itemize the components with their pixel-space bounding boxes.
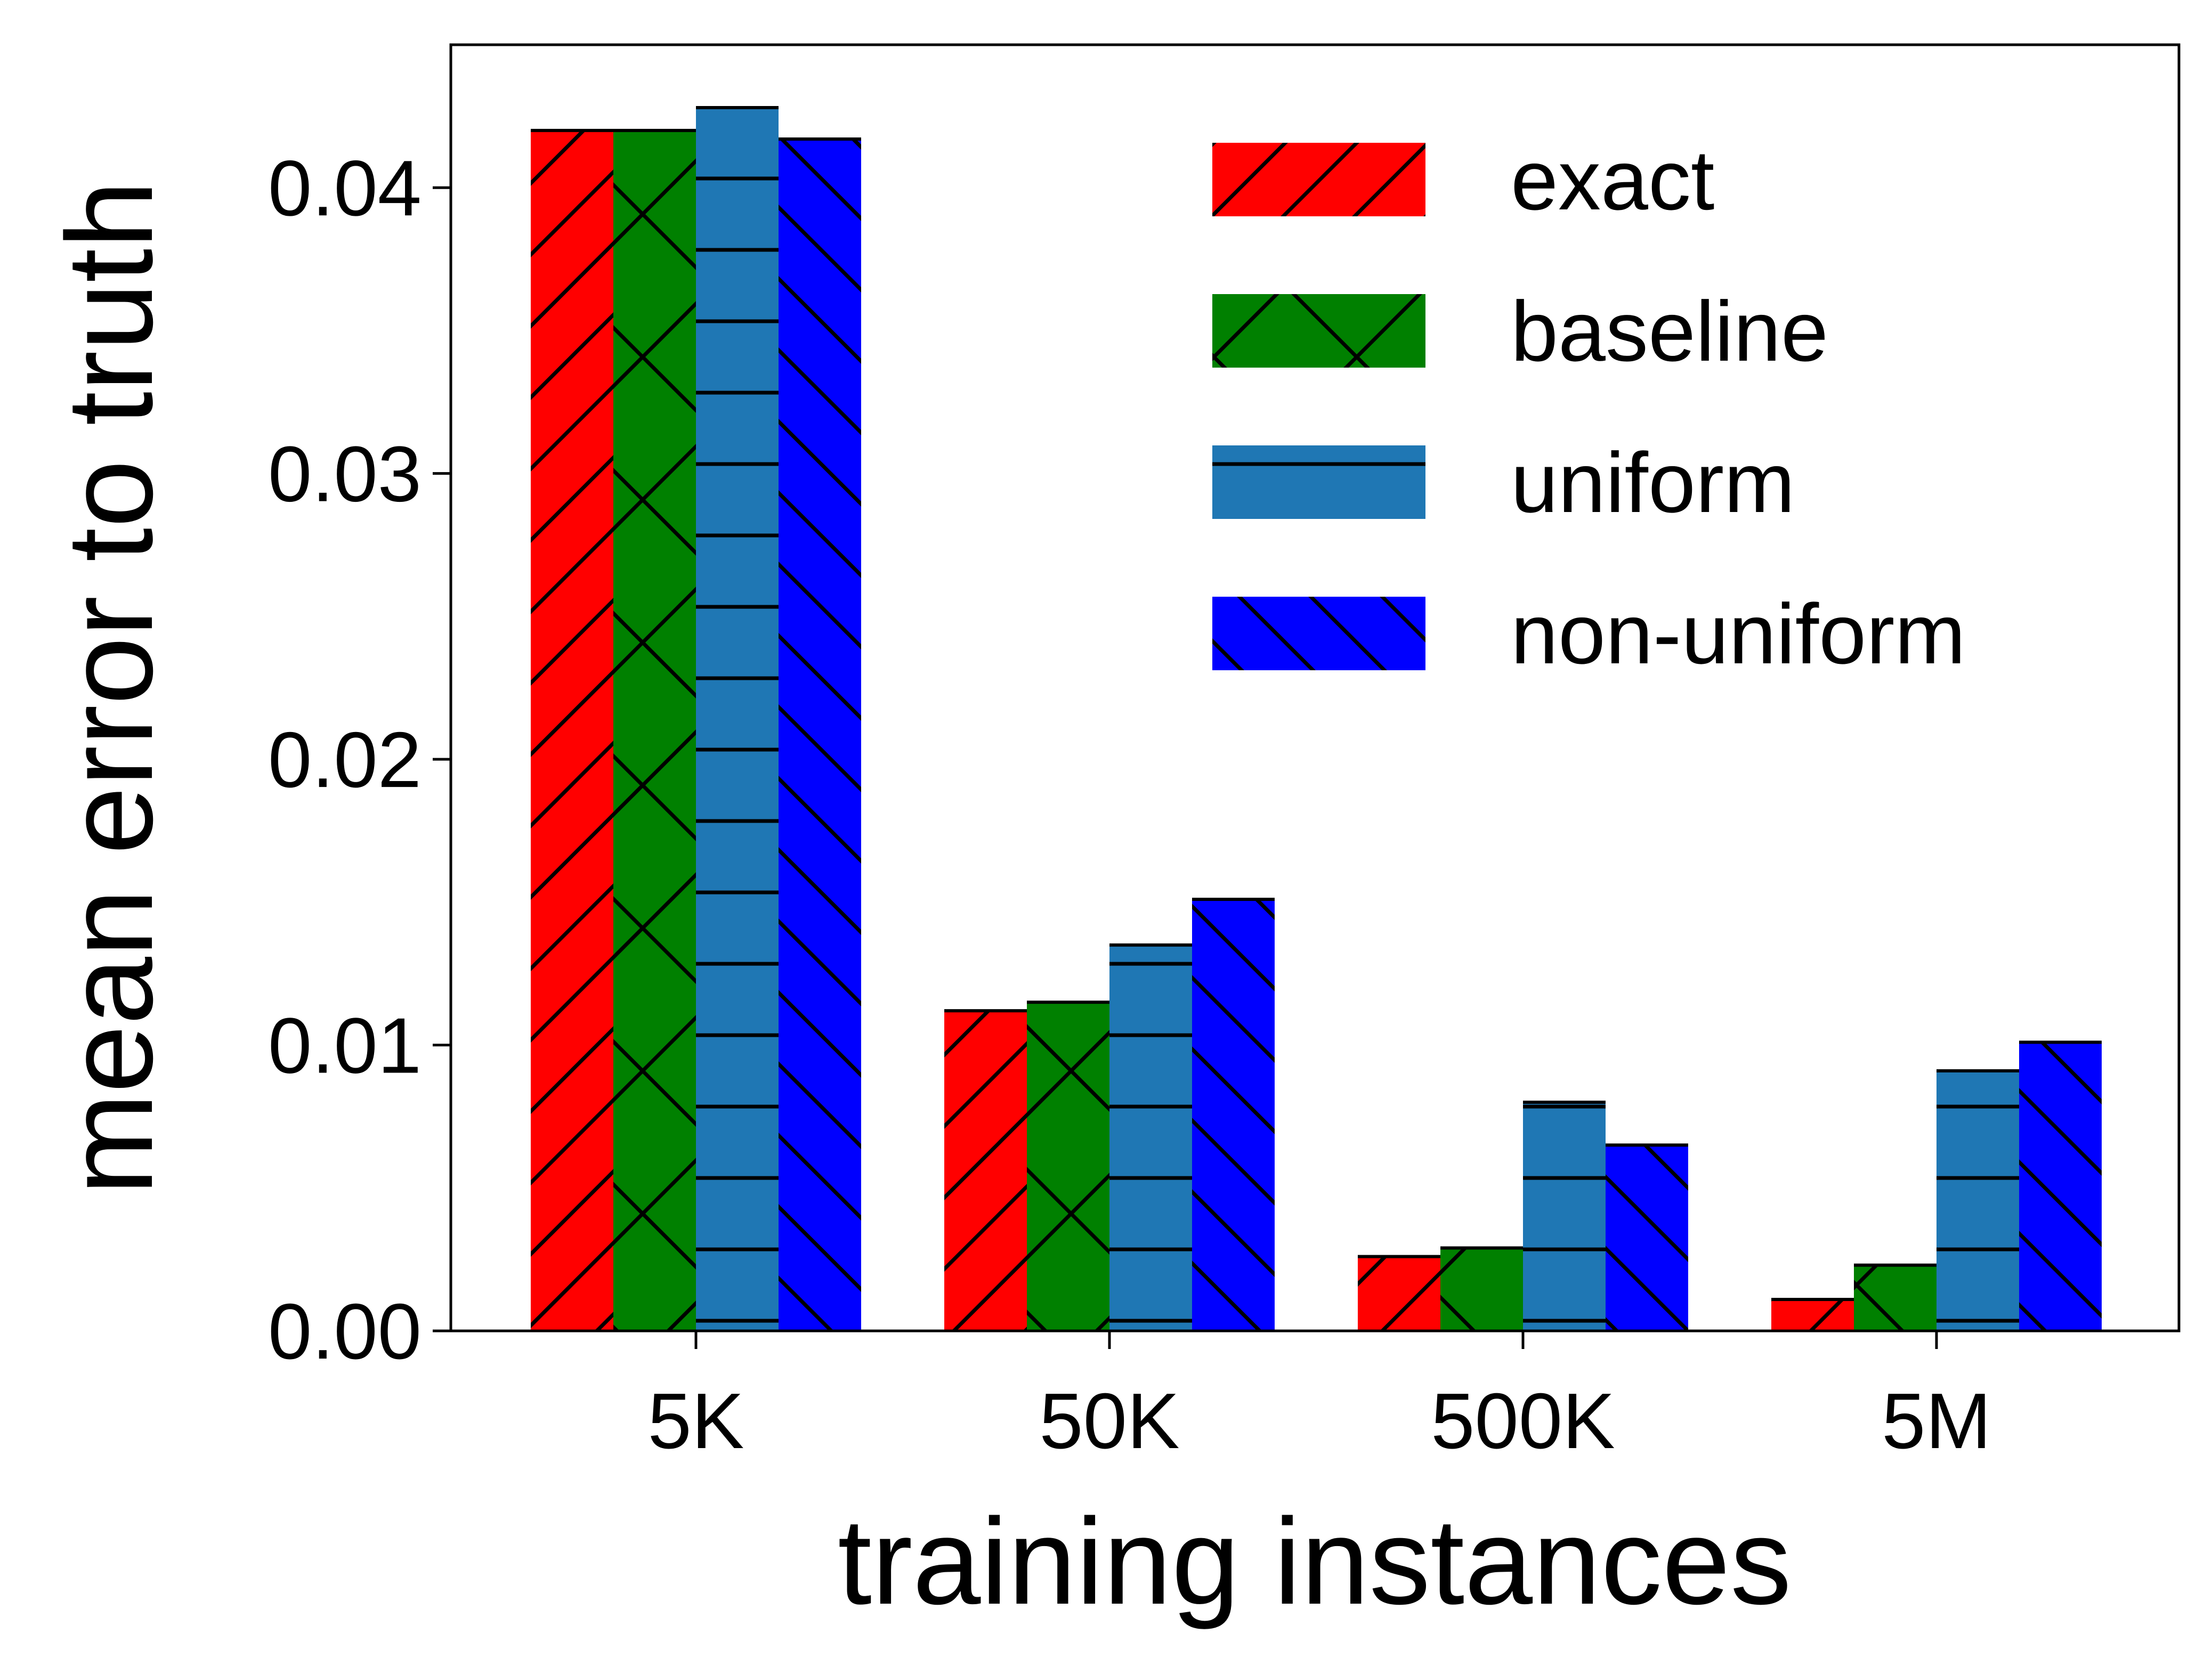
x-tick-label: 500K bbox=[1431, 1377, 1615, 1465]
bar-hatch-uniform-5M bbox=[1936, 1070, 2019, 1331]
bar-hatch-baseline-5M bbox=[1854, 1265, 1936, 1331]
bar-hatch-non-uniform-500K bbox=[1606, 1145, 1688, 1331]
legend-label-uniform: uniform bbox=[1511, 435, 1795, 530]
legend-swatch-hatch-baseline bbox=[1212, 294, 1425, 368]
bar-hatch-baseline-500K bbox=[1440, 1248, 1523, 1331]
bar-hatch-non-uniform-50K bbox=[1192, 899, 1275, 1331]
x-tick-label: 5K bbox=[647, 1377, 744, 1465]
bars-group bbox=[531, 106, 2102, 1331]
bar-hatch-uniform-500K bbox=[1523, 1102, 1606, 1331]
y-tick-label: 0.00 bbox=[268, 1288, 422, 1376]
legend-label-baseline: baseline bbox=[1511, 283, 1828, 379]
y-axis-title: mean error to truth bbox=[41, 181, 178, 1196]
bar-hatch-exact-5K bbox=[531, 130, 613, 1331]
legend-swatch-hatch-non-uniform bbox=[1212, 597, 1425, 670]
bar-hatch-non-uniform-5M bbox=[2019, 1042, 2102, 1331]
y-tick-label: 0.02 bbox=[268, 716, 422, 804]
bar-hatch-baseline-50K bbox=[1027, 1002, 1109, 1331]
x-tick-label: 50K bbox=[1039, 1377, 1179, 1465]
bar-hatch-exact-500K bbox=[1358, 1256, 1440, 1331]
y-axis: 0.00 0.01 0.02 0.03 0.04 bbox=[268, 144, 451, 1376]
legend-swatch-hatch-uniform bbox=[1212, 445, 1425, 519]
bar-hatch-uniform-50K bbox=[1109, 945, 1192, 1331]
bar-hatch-non-uniform-5K bbox=[779, 139, 861, 1331]
legend-label-non-uniform: non-uniform bbox=[1511, 586, 1966, 681]
bar-hatch-baseline-5K bbox=[613, 130, 696, 1331]
y-tick-label: 0.01 bbox=[268, 1002, 422, 1090]
legend-label-exact: exact bbox=[1511, 132, 1714, 227]
x-axis: 5K 50K 500K 5M bbox=[647, 1331, 1991, 1465]
bar-hatch-exact-5M bbox=[1771, 1299, 1854, 1331]
y-tick-label: 0.03 bbox=[268, 430, 422, 518]
plot-frame bbox=[449, 43, 2181, 1332]
bar-hatch-uniform-5K bbox=[696, 108, 779, 1331]
x-tick-label: 5M bbox=[1882, 1377, 1991, 1465]
x-axis-title: training instances bbox=[838, 1493, 1792, 1630]
legend-swatch-hatch-exact bbox=[1212, 143, 1425, 216]
y-tick-label: 0.04 bbox=[268, 144, 422, 232]
legend: exact baseline uniform non-uniform bbox=[1212, 132, 1966, 681]
bar-hatch-exact-50K bbox=[944, 1011, 1027, 1331]
